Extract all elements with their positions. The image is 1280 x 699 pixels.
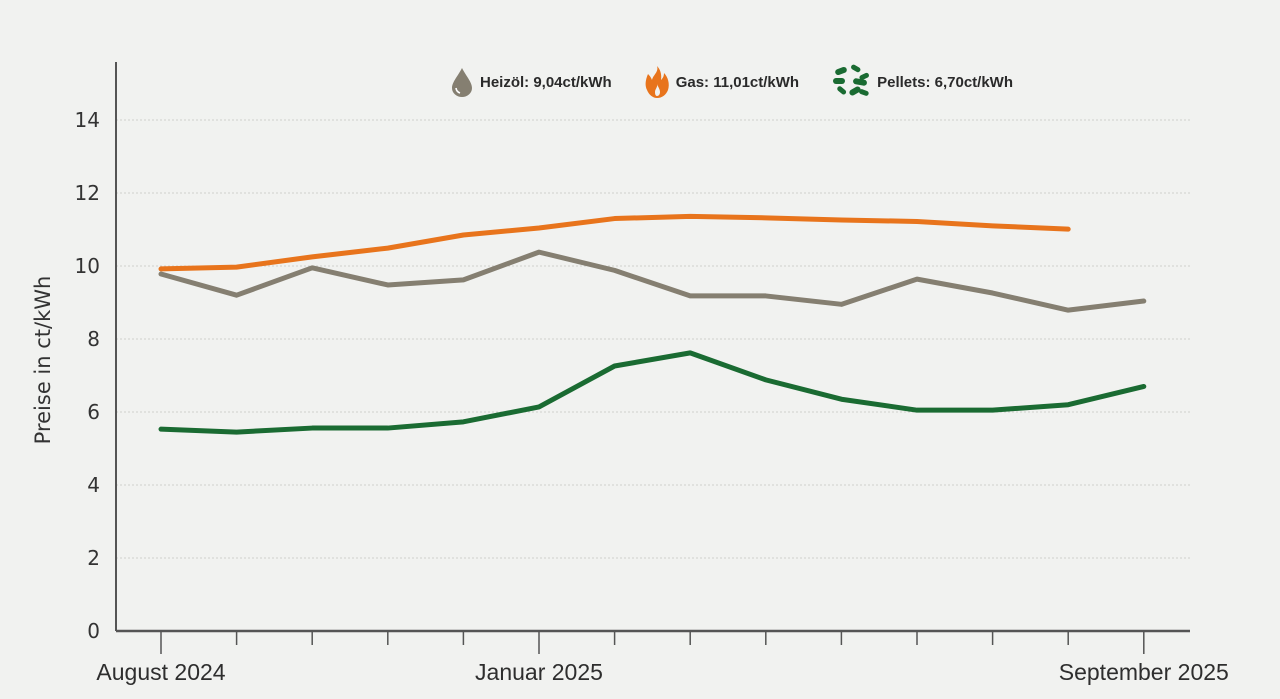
pellets-icon <box>833 64 870 96</box>
legend-label-heizoel: Heizöl: 9,04ct/kWh <box>480 73 612 91</box>
legend-item-heizoel: Heizöl: 9,04ct/kWh <box>450 67 612 97</box>
legend-item-pellets: Pellets: 6,70ct/kWh <box>831 64 1013 100</box>
x-tick-label: September 2025 <box>1059 659 1229 685</box>
y-tick-label: 12 <box>75 181 100 205</box>
y-tick-label: 2 <box>87 546 100 570</box>
series-line-pellets <box>158 350 1147 435</box>
y-axis-title: Preise in ct/kWh <box>31 276 55 445</box>
series-line-gas <box>158 213 1071 272</box>
legend-item-gas: Gas: 11,01ct/kWh <box>644 65 799 99</box>
legend-label-pellets: Pellets: 6,70ct/kWh <box>877 73 1013 91</box>
y-tick-label: 14 <box>75 108 100 132</box>
legend: Heizöl: 9,04ct/kWh Gas: 11,01ct/kWh Pell… <box>450 64 1045 100</box>
x-tick-label: Januar 2025 <box>475 659 603 685</box>
y-axis-ticks: 0 2 4 6 8 10 12 14 <box>75 108 100 643</box>
series-lines <box>158 213 1147 435</box>
y-tick-label: 4 <box>87 473 100 497</box>
y-tick-label: 0 <box>87 619 100 643</box>
y-tick-label: 8 <box>87 327 100 351</box>
flame-icon <box>645 66 669 98</box>
x-tick-label: August 2024 <box>96 659 225 685</box>
y-tick-label: 10 <box>75 254 100 278</box>
grid-lines <box>116 119 1190 559</box>
legend-label-gas: Gas: 11,01ct/kWh <box>675 73 800 91</box>
oil-drop-icon <box>452 68 472 97</box>
series-line-heizöl <box>158 249 1147 313</box>
x-axis-ticks: August 2024 Januar 2025 September 2025 <box>96 631 1229 685</box>
y-tick-label: 6 <box>87 400 100 424</box>
